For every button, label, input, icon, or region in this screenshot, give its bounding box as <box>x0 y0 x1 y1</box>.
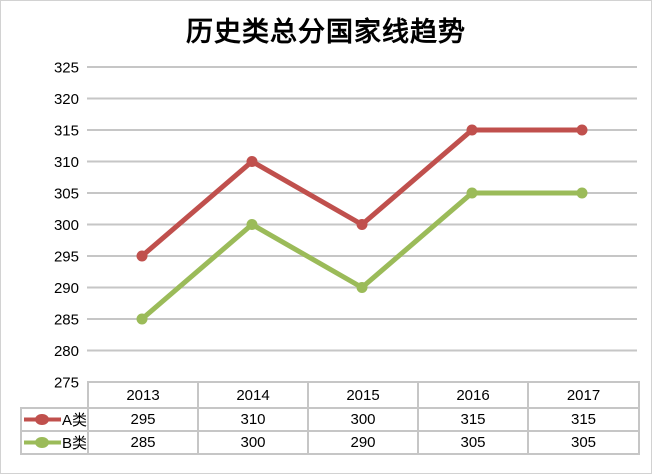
table-corner-blank <box>21 382 89 409</box>
table-value-cell: 295 <box>87 407 199 432</box>
table-row-A类: A类 295 310 300 315 315 <box>20 407 640 432</box>
table-value-cell: 310 <box>197 407 309 432</box>
data-point-marker-B类 <box>136 313 148 325</box>
table-header-year: 2016 <box>417 381 529 409</box>
data-point-marker-A类 <box>576 124 588 136</box>
table-value-cell: 315 <box>527 407 640 432</box>
data-point-marker-A类 <box>466 124 478 136</box>
table-value-cell: 300 <box>307 407 419 432</box>
legend-key-icon-A类 <box>24 414 61 425</box>
table-value-cell: 305 <box>527 430 640 455</box>
data-point-marker-A类 <box>356 219 368 230</box>
y-axis-tick-label: 315 <box>54 123 79 140</box>
y-axis-tick-label: 320 <box>54 91 79 108</box>
y-axis-tick-label: 305 <box>54 186 79 203</box>
data-point-marker-B类 <box>466 187 478 199</box>
legend-cell-B类: B类 <box>20 430 89 455</box>
y-axis-tick-label: 295 <box>54 249 79 266</box>
legend-cell-A类: A类 <box>20 407 89 432</box>
data-point-marker-B类 <box>356 282 368 293</box>
data-point-marker-A类 <box>246 156 258 167</box>
table-header-year: 2017 <box>527 381 640 409</box>
legend-key-icon-B类 <box>24 437 61 448</box>
chart-data-table: 2013 2014 2015 2016 2017 A类 295 310 300 315 315 B类 2… <box>20 381 640 455</box>
table-header-year: 2013 <box>87 381 199 409</box>
table-value-cell: 315 <box>417 407 529 432</box>
y-axis-tick-label: 310 <box>54 154 79 171</box>
table-value-cell: 300 <box>197 430 309 455</box>
table-value-cell: 305 <box>417 430 529 455</box>
y-axis-tick-label: 325 <box>54 60 79 77</box>
table-value-cell: 285 <box>87 430 199 455</box>
y-axis-tick-label: 290 <box>54 280 79 297</box>
legend-label: A类 <box>61 412 87 429</box>
legend-label: B类 <box>61 435 87 452</box>
table-header-year: 2014 <box>197 381 309 409</box>
table-value-cell: 290 <box>307 430 419 455</box>
data-point-marker-A类 <box>136 250 148 262</box>
y-axis-tick-label: 285 <box>54 312 79 329</box>
chart-title: 历史类总分国家线趋势 <box>186 17 466 48</box>
table-row-B类: B类 285 300 290 305 305 <box>20 430 640 455</box>
data-point-marker-B类 <box>246 219 258 230</box>
table-header-year: 2015 <box>307 381 419 409</box>
y-axis-tick-label: 300 <box>54 217 79 234</box>
data-point-marker-B类 <box>576 187 588 199</box>
table-header-row: 2013 2014 2015 2016 2017 <box>21 381 640 409</box>
y-axis-tick-label: 280 <box>54 343 79 360</box>
